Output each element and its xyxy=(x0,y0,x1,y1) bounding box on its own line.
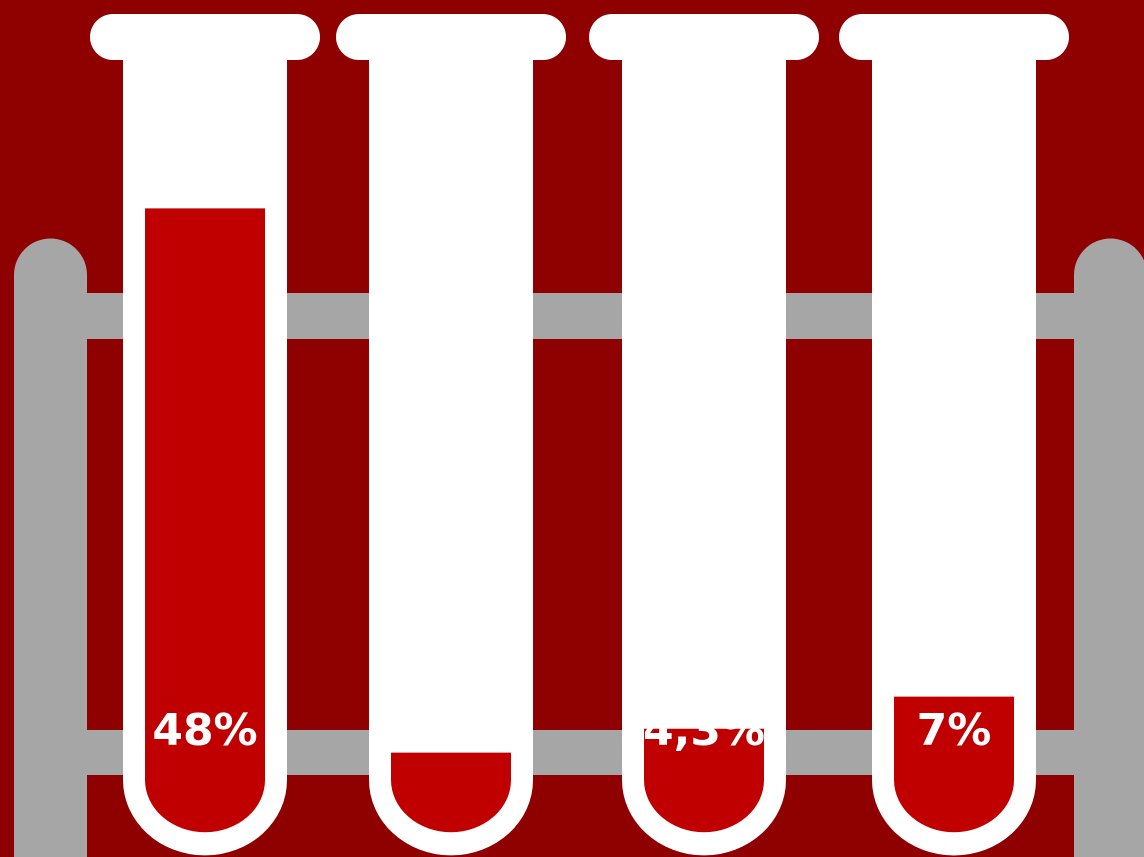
tube-rim xyxy=(336,14,566,60)
liquid-bar xyxy=(391,752,511,833)
rack-right-post xyxy=(1074,238,1144,857)
tube-rim xyxy=(589,14,819,60)
value-label: 48% xyxy=(152,705,257,756)
rack-left-post xyxy=(14,238,87,857)
tube-rim xyxy=(90,14,320,60)
test-tube: 4,3% xyxy=(589,14,819,856)
test-tube: 7% xyxy=(839,14,1069,856)
tube-rim xyxy=(839,14,1069,60)
tube-body xyxy=(872,58,1036,856)
tube-body xyxy=(369,58,533,856)
test-tube: 48% xyxy=(90,14,320,856)
tube-body xyxy=(622,58,786,856)
value-label: 4,3% xyxy=(643,705,765,756)
test-tube: 2,3% xyxy=(336,14,566,856)
liquid-bar xyxy=(644,728,764,833)
value-label: 7% xyxy=(917,705,992,756)
liquid-bar xyxy=(894,696,1014,833)
liquid-bar xyxy=(145,208,265,833)
value-label: 2,3% xyxy=(390,705,512,756)
